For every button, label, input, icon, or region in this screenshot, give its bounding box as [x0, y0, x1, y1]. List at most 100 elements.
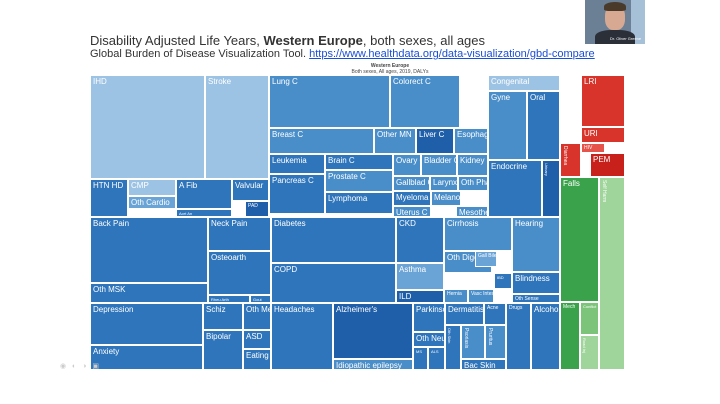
treemap-cell-leukemia[interactable]: Leukemia	[269, 154, 325, 174]
treemap-cell-pad[interactable]: PAD	[245, 201, 269, 217]
treemap-cell-breast-c[interactable]: Breast C	[269, 128, 374, 154]
treemap-cell-parkinson-s[interactable]: Parkinson's	[413, 303, 445, 332]
treemap-cell-hearing[interactable]: Hearing	[512, 217, 560, 272]
treemap-cell-endocrine[interactable]: Endocrine	[488, 160, 542, 217]
treemap-label: Esophag C	[457, 130, 488, 139]
treemap-cell-larynx-c[interactable]: Larynx C	[430, 176, 458, 191]
treemap-cell-oth-cardio[interactable]: Oth Cardio	[128, 196, 176, 209]
treemap-cell-anxiety[interactable]: Anxiety	[90, 345, 203, 370]
treemap-label: Breast C	[272, 130, 304, 139]
treemap-cell-asthma[interactable]: Asthma	[396, 263, 444, 290]
treemap-cell-brain-c[interactable]: Brain C	[325, 154, 393, 170]
treemap-cell-idiopathic-epilepsy[interactable]: Idiopathic epilepsy	[333, 359, 413, 370]
treemap-cell-kidney-c[interactable]: Kidney C	[457, 154, 488, 176]
treemap-chart[interactable]: IHD Stroke HTN HD CMP Oth Cardio A Fib Aort An…	[90, 75, 625, 370]
treemap-cell-ckd[interactable]: CKD	[396, 217, 444, 263]
treemap-cell-acne[interactable]: Acne	[484, 303, 506, 325]
treemap-cell-blindness[interactable]: Blindness	[512, 272, 560, 294]
treemap-cell-cirrhosis[interactable]: Cirrhosis	[444, 217, 512, 251]
treemap-cell-hernia[interactable]: Hernia	[444, 289, 468, 303]
treemap-cell-oth-neuro[interactable]: Oth Neuro	[413, 332, 445, 347]
treemap-cell-valvular[interactable]: Valvular	[232, 179, 269, 201]
treemap-cell-oth-msk[interactable]: Oth MSK	[90, 283, 208, 303]
treemap-cell-pruritus[interactable]: Pruritus	[485, 325, 506, 359]
treemap-cell-asd[interactable]: ASD	[243, 330, 271, 349]
treemap-label: Hernia	[447, 291, 462, 297]
treemap-cell-mech[interactable]: Mech	[560, 302, 580, 370]
treemap-cell-gyne[interactable]: Gyne	[488, 91, 527, 160]
treemap-cell-other-mn[interactable]: Other MN	[374, 128, 416, 154]
treemap-cell-oth-phar-c[interactable]: Oth Phar C	[458, 176, 488, 191]
treemap-cell-drugs[interactable]: Drugs	[506, 303, 531, 370]
treemap-cell-ibd[interactable]: IBD	[494, 273, 512, 289]
treemap-cell-liver-c[interactable]: Liver C	[416, 128, 454, 154]
treemap-cell-dermatitis[interactable]: Dermatitis	[445, 303, 484, 325]
treemap-cell-bladder-c[interactable]: Bladder C	[421, 154, 457, 176]
treemap-cell-lung-c[interactable]: Lung C	[269, 75, 390, 128]
treemap-cell-lymphoma[interactable]: Lymphoma	[325, 192, 393, 214]
title-region: Western Europe	[263, 33, 363, 48]
treemap-label: Back Pain	[93, 219, 130, 228]
treemap-cell-aort-an[interactable]: Aort An	[176, 209, 232, 217]
treemap-cell-eating[interactable]: Eating	[243, 349, 271, 370]
treemap-cell-copd[interactable]: COPD	[271, 263, 396, 303]
treemap-cell-urinary[interactable]: Urinary	[542, 160, 560, 217]
treemap-label: Asthma	[399, 265, 427, 274]
treemap-cell-ihd[interactable]: IHD	[90, 75, 205, 179]
treemap-cell-myeloma[interactable]: Myeloma	[393, 191, 431, 206]
treemap-cell-oth-sense[interactable]: Oth Sense	[512, 294, 560, 303]
source-link[interactable]: https://www.healthdata.org/data-visualiz…	[309, 48, 595, 60]
presenter-video-tile[interactable]: Dr. Oliver Greene	[585, 0, 645, 44]
treemap-cell-uri[interactable]: URI	[581, 127, 625, 143]
treemap-cell-self-harm[interactable]: Self Harm	[599, 177, 625, 370]
treemap-cell-hiv[interactable]: HIV	[581, 143, 605, 153]
treemap-cell-gallblad-c[interactable]: Gallblad C	[393, 176, 430, 191]
treemap-cell-depression[interactable]: Depression	[90, 303, 203, 345]
treemap-cell-headaches[interactable]: Headaches	[271, 303, 333, 370]
treemap-cell-gall-bile[interactable]: Gall Bile	[475, 251, 497, 267]
treemap-cell-vasc-intest[interactable]: Vasc Intest	[468, 289, 494, 303]
treemap-cell-bipolar[interactable]: Bipolar	[203, 330, 243, 370]
treemap-cell-prostate-c[interactable]: Prostate C	[325, 170, 393, 192]
treemap-cell-congenital[interactable]: Congenital	[488, 75, 560, 91]
treemap-cell-falls[interactable]: Falls	[560, 177, 599, 302]
treemap-cell-pem[interactable]: PEM	[590, 153, 625, 177]
treemap-cell-als[interactable]: ALS	[428, 347, 445, 370]
treemap-cell-lri[interactable]: LRI	[581, 75, 625, 127]
treemap-cell-colorect-c[interactable]: Colorect C	[390, 75, 460, 128]
treemap-cell-alzheimer-s[interactable]: Alzheimer's	[333, 303, 413, 359]
treemap-cell-oth-ment[interactable]: Oth Ment	[243, 303, 271, 330]
treemap-cell-cmp[interactable]: CMP	[128, 179, 176, 196]
treemap-cell-ms[interactable]: MS	[413, 347, 428, 370]
treemap-cell-schiz[interactable]: Schiz	[203, 303, 243, 330]
treemap-cell-alcohol[interactable]: Alcohol	[531, 303, 560, 370]
treemap-cell-psoriasis[interactable]: Psoriasis	[461, 325, 485, 359]
treemap-cell-oth-skin[interactable]: Oth Skin	[445, 325, 461, 370]
treemap-cell-diabetes[interactable]: Diabetes	[271, 217, 396, 263]
chart-header-details: Both sexes, All ages, 2019, DALYs	[351, 69, 429, 75]
treemap-cell-osteoarth[interactable]: Osteoarth	[208, 251, 271, 295]
treemap-label: Anxiety	[93, 347, 120, 356]
treemap-cell-a-fib[interactable]: A Fib	[176, 179, 232, 209]
treemap-cell-uterus-c[interactable]: Uterus C	[393, 206, 431, 217]
video-controls-icons[interactable]: ◉ ◐ ◑ ▣	[60, 363, 102, 370]
treemap-label: HIV	[584, 145, 593, 151]
treemap-cell-oral[interactable]: Oral	[527, 91, 560, 160]
treemap-cell-melanoma[interactable]: Melanoma	[431, 191, 461, 206]
treemap-cell-bac-skin[interactable]: Bac Skin	[461, 359, 506, 370]
treemap-cell-ovary-c[interactable]: Ovary C	[393, 154, 421, 176]
treemap-cell-diarrhea[interactable]: Diarrhea	[560, 143, 581, 177]
treemap-cell-htn-hd[interactable]: HTN HD	[90, 179, 128, 217]
treemap-cell-ild[interactable]: ILD	[396, 290, 444, 303]
treemap-cell-back-pain[interactable]: Back Pain	[90, 217, 208, 283]
treemap-cell-esophag-c[interactable]: Esophag C	[454, 128, 488, 154]
treemap-cell-pancreas-c[interactable]: Pancreas C	[269, 174, 325, 214]
treemap-cell-conflict[interactable]: Conflict	[580, 302, 599, 335]
treemap-cell-rheu-arth[interactable]: Rheu Arth	[208, 295, 250, 303]
treemap-cell-road-inj[interactable]: Road Inj	[580, 335, 599, 370]
treemap-cell-mesothel[interactable]: Mesothel	[456, 206, 488, 217]
treemap-cell-neck-pain[interactable]: Neck Pain	[208, 217, 271, 251]
treemap-cell-gout[interactable]: Gout	[250, 295, 271, 303]
treemap-label: Gall Bile	[478, 253, 497, 259]
treemap-cell-stroke[interactable]: Stroke	[205, 75, 269, 179]
